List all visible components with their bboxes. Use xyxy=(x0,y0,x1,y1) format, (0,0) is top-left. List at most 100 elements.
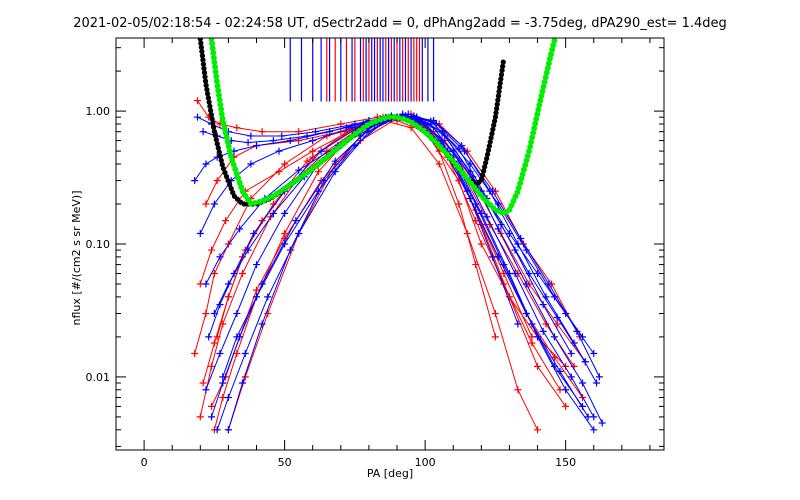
blue-series-point xyxy=(494,225,502,233)
blue-series-point xyxy=(553,313,561,321)
blue-series-point xyxy=(590,426,598,434)
red-series-point xyxy=(224,293,232,301)
blue-series-point xyxy=(317,147,325,155)
blue-series-point xyxy=(511,246,519,254)
blue-series-point xyxy=(463,187,471,195)
blue-series-line xyxy=(211,113,595,418)
red-series-line xyxy=(205,113,581,338)
blue-series-point xyxy=(202,280,210,288)
blue-series-point xyxy=(595,373,603,381)
blue-series-point xyxy=(525,269,533,277)
blue-series-point xyxy=(216,350,224,357)
blue-series-point xyxy=(469,173,477,181)
blue-series-point xyxy=(196,229,204,237)
red-series-line xyxy=(211,117,567,407)
blue-series-line xyxy=(199,116,583,338)
blue-series-point xyxy=(208,413,216,421)
x-tick-label: 100 xyxy=(415,456,436,469)
blue-series-point xyxy=(312,128,320,136)
red-series-point xyxy=(281,160,289,168)
blue-series-point xyxy=(486,187,494,195)
blue-series-point xyxy=(292,217,300,225)
blue-series-point xyxy=(253,293,261,301)
blue-series-point xyxy=(219,379,227,387)
blue-series-point xyxy=(224,393,232,401)
red-series-point xyxy=(224,240,232,248)
red-series-point xyxy=(191,350,199,357)
blue-series-point xyxy=(483,213,491,221)
blue-series-point xyxy=(238,379,246,387)
blue-series-point xyxy=(598,419,606,427)
red-series-line xyxy=(194,119,566,367)
chart-title: 2021-02-05/02:18:54 - 02:24:58 UT, dSect… xyxy=(73,16,727,31)
blue-series-point xyxy=(224,280,232,288)
blue-series-point xyxy=(489,253,497,261)
red-series-point xyxy=(407,124,415,132)
blue-series-point xyxy=(219,373,227,381)
red-series-point xyxy=(222,217,230,225)
red-series-point xyxy=(505,293,513,301)
blue-series-point xyxy=(438,137,446,145)
blue-series-point xyxy=(314,187,322,195)
blue-series-point xyxy=(351,142,359,150)
blue-series-point xyxy=(269,209,277,217)
x-tick-label: 50 xyxy=(278,456,292,469)
red-series-point xyxy=(208,362,216,370)
blue-series-point xyxy=(224,426,232,434)
red-series-point xyxy=(455,200,463,208)
red-series-point xyxy=(238,269,246,277)
red-series-point xyxy=(491,309,499,317)
blue-series-point xyxy=(241,350,249,357)
blue-series-point xyxy=(593,379,601,387)
red-series-point xyxy=(253,286,261,294)
red-series-point xyxy=(472,261,480,269)
red-series-point xyxy=(303,157,311,165)
fit-curve-green xyxy=(208,38,559,217)
y-tick-label: 0.10 xyxy=(86,238,111,251)
red-series-point xyxy=(534,426,542,434)
x-tick-label: 150 xyxy=(555,456,576,469)
blue-series-point xyxy=(269,137,277,145)
blue-series-point xyxy=(250,229,258,237)
x-tick-label: 0 xyxy=(141,456,148,469)
blue-series-point xyxy=(286,246,294,254)
blue-series-point xyxy=(505,269,513,277)
blue-series-point xyxy=(295,166,303,174)
red-series-point xyxy=(213,333,221,341)
blue-series-point xyxy=(514,320,522,328)
red-series-point xyxy=(534,362,542,370)
blue-series-point xyxy=(275,147,283,155)
red-series-point xyxy=(213,177,221,185)
blue-series-point xyxy=(522,280,530,288)
blue-series-point xyxy=(413,113,421,121)
blue-series-point xyxy=(233,333,241,341)
plot-frame xyxy=(115,37,665,451)
blue-series-point xyxy=(309,137,317,145)
red-series-point xyxy=(210,269,218,277)
red-series-point xyxy=(275,168,283,176)
red-series-point xyxy=(199,379,207,387)
blue-series-point xyxy=(202,160,210,168)
red-series-line xyxy=(213,119,538,431)
red-series-point xyxy=(309,147,317,155)
blue-series-point xyxy=(281,209,289,217)
y-tick-label: 0.01 xyxy=(86,371,111,384)
blue-series-point xyxy=(534,333,542,341)
blue-series-point xyxy=(455,145,463,153)
blue-series-point xyxy=(460,147,468,155)
red-series-point xyxy=(562,402,570,410)
blue-series-point xyxy=(556,367,564,375)
blue-series-point xyxy=(244,246,252,254)
blue-series-point xyxy=(303,132,311,140)
red-series-point xyxy=(208,246,216,254)
blue-series-point xyxy=(517,234,525,242)
plot-area xyxy=(191,38,606,434)
blue-series-line xyxy=(227,116,519,430)
blue-series-point xyxy=(205,333,213,341)
blue-series-point xyxy=(278,132,286,140)
blue-series-line xyxy=(213,115,598,384)
blue-series-point xyxy=(210,309,218,317)
blue-series-point xyxy=(199,128,207,136)
blue-series-point xyxy=(191,177,199,185)
